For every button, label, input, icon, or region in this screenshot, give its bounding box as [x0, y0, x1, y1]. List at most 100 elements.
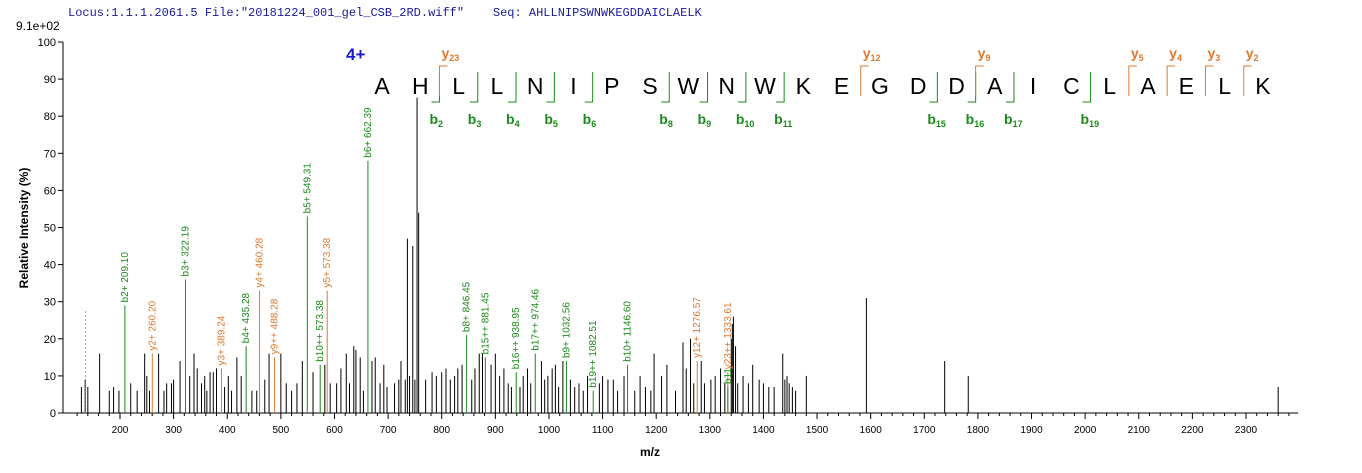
y-tick-label: 60	[44, 185, 56, 197]
x-tick-label: 1500	[806, 425, 829, 436]
sequence-residue: L	[1218, 73, 1231, 99]
x-tick-label: 1700	[913, 425, 936, 436]
b-ion-bracket	[1005, 72, 1015, 103]
y-tick-label: 10	[44, 371, 56, 383]
sequence-residue: S	[642, 73, 657, 99]
y-tick-label: 20	[44, 334, 56, 346]
x-tick-label: 2000	[1074, 425, 1097, 436]
sequence-residue: C	[1063, 73, 1080, 99]
b-ion-bracket	[1082, 72, 1092, 103]
b-ion-index: 2	[438, 119, 443, 129]
file-text: File:"20181224_001_gel_CSB_2RD.wiff"	[204, 6, 465, 20]
b-ion-label: b11	[774, 111, 792, 129]
y-tick-label: 40	[44, 260, 56, 272]
sequence-residue: I	[1030, 73, 1036, 99]
sequence-residue: L	[491, 73, 504, 99]
b-ion-label: b10	[736, 111, 755, 129]
b-ion-index: 4	[515, 119, 520, 129]
x-tick-label: 300	[165, 425, 182, 436]
y-ion-label: y2	[1246, 45, 1259, 63]
y-ion-label: y5	[1131, 45, 1144, 63]
peak-label-b: b6+ 662.39	[363, 107, 374, 158]
sequence-residue: E	[834, 73, 849, 99]
seq-label: Seq:	[492, 6, 522, 20]
axes: 0 10 20 30 40 50 60 70 80 90 100 200 300 400 500 600 700…	[38, 37, 1298, 436]
charge-state-label: 4+	[346, 45, 365, 64]
x-tick-label: 1000	[538, 425, 561, 436]
b-ion-label: b5	[544, 111, 558, 129]
peak-label-b: b11	[723, 368, 734, 384]
y-ion-label: y9	[978, 45, 991, 63]
b-ion-label: b8	[659, 111, 673, 129]
b-ion-index: 3	[476, 119, 481, 129]
peak-label-y: y5+ 573.38	[322, 237, 333, 287]
y-ion-label: y12	[863, 45, 881, 63]
x-tick-label: 1100	[592, 425, 614, 436]
peak-label-b: b19++ 1082.51	[588, 320, 599, 388]
peak-label-b: b16++ 938.95	[511, 307, 522, 369]
x-tick-label: 400	[219, 425, 236, 436]
y-ion-label: y23	[441, 45, 459, 63]
x-tick-label: 1800	[967, 425, 990, 436]
x-tick-label: 1200	[645, 425, 668, 436]
y-ion-bracket	[1128, 65, 1137, 96]
peak-label-b: b3+ 322.19	[181, 226, 192, 277]
sequence-residue: H	[412, 73, 429, 99]
x-tick-label: 1300	[699, 425, 722, 436]
sequence-residue: W	[678, 73, 700, 99]
y-tick-label: 100	[38, 37, 56, 49]
b-ion-label: b9	[698, 111, 712, 129]
sequence-residue: A	[1140, 73, 1156, 99]
b-ion-index: 5	[553, 119, 558, 129]
y-ion-index: 12	[871, 53, 881, 63]
y-ion-bracket	[975, 65, 984, 96]
b-ion-index: 16	[974, 119, 984, 129]
x-tick-label: 2200	[1181, 425, 1204, 436]
x-tick-label: 700	[380, 425, 397, 436]
y-tick-label: 50	[44, 223, 56, 235]
b-ion-index: 6	[591, 119, 596, 129]
peak-label-y: y4+ 460.28	[255, 237, 266, 287]
b-ion-index: 11	[783, 119, 793, 129]
b-ion-bracket	[469, 72, 479, 103]
sequence-residue: P	[604, 73, 619, 99]
b-ion-bracket	[431, 72, 440, 103]
b-ion-bracket	[776, 72, 785, 103]
b-ion-label: b15	[927, 111, 946, 129]
sequence-annotation: 4+A H L L N I P S W N W K E G D D A I C L A E L Kb2 b3 b4 b5 b6 b8 b9…	[346, 45, 1271, 129]
sequence-residue: G	[871, 73, 889, 99]
x-tick-label: 1600	[860, 425, 883, 436]
x-tick-label: 500	[273, 425, 290, 436]
sequence-residue: N	[718, 73, 735, 99]
x-tick-label: 600	[326, 425, 343, 436]
peak-label-y: y3+ 389.24	[216, 315, 227, 365]
b-ion-label: b6	[583, 111, 597, 129]
peak-label-y: y12+ 1276.57	[692, 297, 703, 358]
y-ion-index: 23	[449, 53, 459, 63]
y-ion-index: 3	[1215, 53, 1220, 63]
seq-text: AHLLNIPSWNWKEGDDAICLAELK	[528, 6, 702, 20]
b-ion-label: b16	[966, 111, 985, 129]
b-ion-index: 10	[744, 119, 754, 129]
y-ion-index: 9	[985, 53, 990, 63]
b-ion-bracket	[584, 72, 594, 103]
peak-label-y: y23++ 1333.61	[723, 302, 734, 369]
peak-label-b: b4+ 435.28	[241, 292, 252, 343]
peak-label-b: b8+ 846.45	[462, 281, 473, 332]
sequence-residue: E	[1179, 73, 1194, 99]
spectrum-header: Locus:1.1.1.2061.5 File:"20181224_001_ge…	[68, 6, 702, 20]
sequence-residue: I	[570, 73, 576, 99]
ymax-label: 9.1e+02	[16, 19, 60, 33]
b-ion-label: b3	[468, 111, 482, 129]
b-ion-index: 19	[1089, 119, 1099, 129]
x-tick-label: 900	[487, 425, 504, 436]
y-axis-label: Relative Intensity (%)	[17, 168, 31, 289]
b-ion-index: 8	[668, 119, 673, 129]
b-ion-bracket	[737, 72, 747, 103]
b-ion-bracket	[661, 72, 670, 103]
y-ion-index: 2	[1254, 53, 1259, 63]
y-ion-bracket	[860, 65, 869, 96]
x-tick-label: 1900	[1020, 425, 1043, 436]
y-ion-bracket	[1204, 65, 1214, 96]
